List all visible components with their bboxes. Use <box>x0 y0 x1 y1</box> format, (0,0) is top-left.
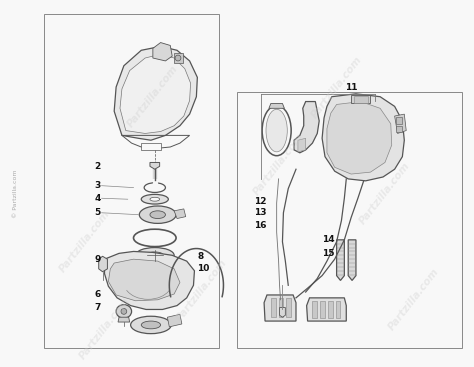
Polygon shape <box>328 301 333 318</box>
Text: Partzilla.com: Partzilla.com <box>126 64 180 130</box>
Text: 4: 4 <box>94 194 100 203</box>
Text: Partzilla.com: Partzilla.com <box>58 209 112 275</box>
Polygon shape <box>118 317 130 322</box>
Ellipse shape <box>116 305 132 318</box>
Text: Partzilla.com: Partzilla.com <box>77 296 132 362</box>
Polygon shape <box>298 138 306 152</box>
Polygon shape <box>269 103 284 108</box>
Ellipse shape <box>141 195 168 204</box>
Text: 14: 14 <box>322 235 335 244</box>
Polygon shape <box>167 314 182 327</box>
Ellipse shape <box>121 309 127 314</box>
Ellipse shape <box>266 109 287 152</box>
Polygon shape <box>141 143 161 150</box>
Text: 11: 11 <box>345 83 357 91</box>
Polygon shape <box>114 46 197 140</box>
Text: 9: 9 <box>94 255 100 264</box>
Ellipse shape <box>150 197 160 201</box>
Polygon shape <box>307 298 346 321</box>
Text: 8: 8 <box>197 252 204 261</box>
Polygon shape <box>337 240 344 280</box>
Polygon shape <box>320 301 325 318</box>
Text: 7: 7 <box>94 303 100 312</box>
Ellipse shape <box>136 248 174 263</box>
Polygon shape <box>327 102 392 174</box>
Polygon shape <box>271 298 276 317</box>
Text: 16: 16 <box>255 221 267 230</box>
Text: 15: 15 <box>322 249 335 258</box>
Ellipse shape <box>139 206 176 224</box>
Polygon shape <box>153 182 157 185</box>
Polygon shape <box>109 259 180 301</box>
Text: Partzilla.com: Partzilla.com <box>358 160 412 226</box>
Polygon shape <box>99 256 108 272</box>
Polygon shape <box>153 43 172 61</box>
Text: 2: 2 <box>94 162 100 171</box>
Polygon shape <box>336 301 340 318</box>
Text: Partzilla.com: Partzilla.com <box>387 267 441 333</box>
Ellipse shape <box>150 211 165 219</box>
Polygon shape <box>286 298 291 317</box>
Text: Partzilla.com: Partzilla.com <box>310 54 364 120</box>
Polygon shape <box>104 251 194 309</box>
Ellipse shape <box>146 252 164 259</box>
Text: 12: 12 <box>255 197 267 206</box>
Text: 3: 3 <box>94 181 100 190</box>
Polygon shape <box>354 96 367 102</box>
Text: 10: 10 <box>197 264 210 273</box>
Polygon shape <box>348 240 356 280</box>
Text: Partzilla.com: Partzilla.com <box>251 131 306 197</box>
Polygon shape <box>322 94 404 181</box>
Ellipse shape <box>175 55 181 61</box>
Polygon shape <box>312 301 317 318</box>
Polygon shape <box>395 114 406 134</box>
Polygon shape <box>174 209 186 219</box>
Ellipse shape <box>141 321 161 329</box>
Polygon shape <box>294 102 319 153</box>
Text: © Partzilla.com: © Partzilla.com <box>13 169 18 218</box>
Text: 6: 6 <box>94 290 100 299</box>
Text: 5: 5 <box>94 208 100 217</box>
Polygon shape <box>396 126 402 131</box>
Polygon shape <box>120 54 191 134</box>
Polygon shape <box>174 53 183 63</box>
Polygon shape <box>396 117 402 124</box>
Ellipse shape <box>131 316 171 334</box>
Polygon shape <box>264 295 296 321</box>
Polygon shape <box>280 308 285 317</box>
Polygon shape <box>351 95 371 103</box>
Polygon shape <box>150 163 160 169</box>
Text: 13: 13 <box>255 208 267 217</box>
Polygon shape <box>279 298 283 317</box>
Text: Partzilla.com: Partzilla.com <box>174 257 228 323</box>
